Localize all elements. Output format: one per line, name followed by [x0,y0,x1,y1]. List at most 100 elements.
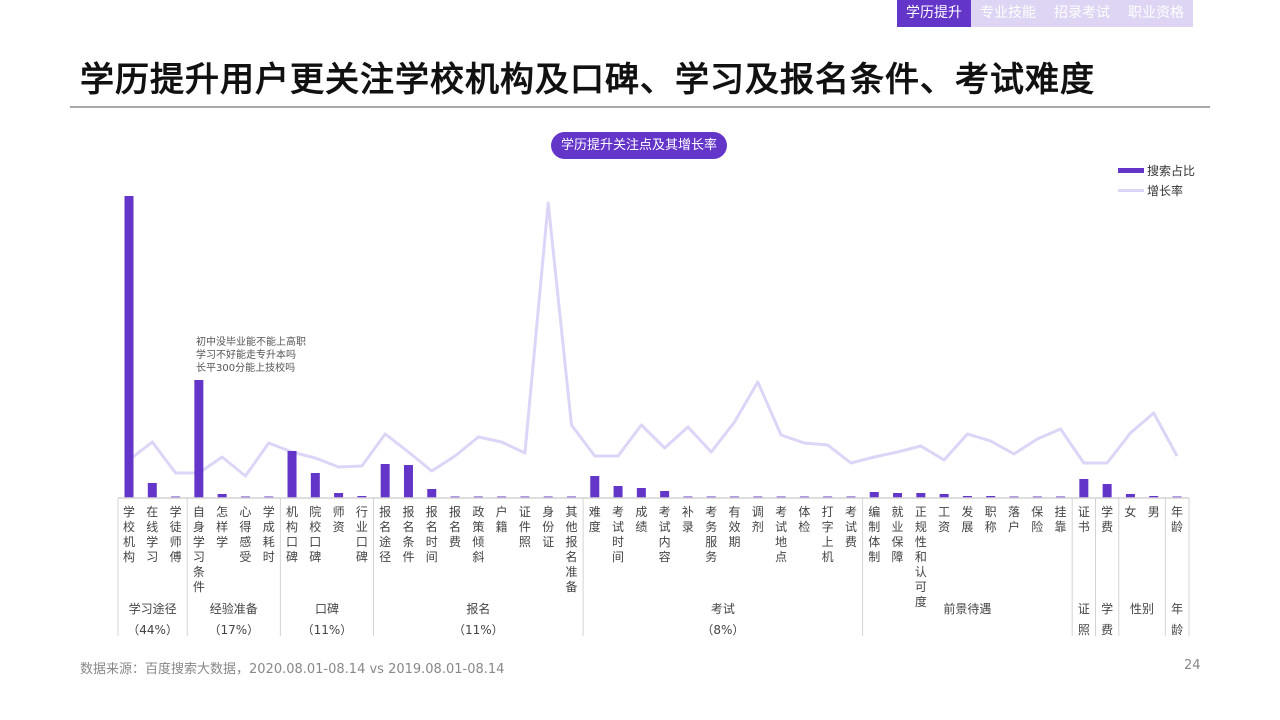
category-label: 行业口碑 [356,505,368,564]
bar-swatch-icon [1118,167,1144,173]
bar [124,196,134,498]
category-label: 师资 [333,505,345,534]
bar [1125,494,1135,498]
growth-rate-line [128,201,1179,478]
category-label: 在线学习 [146,505,158,564]
bar [310,473,320,498]
legend-bar-label: 搜索占比 [1147,163,1196,178]
category-label: 政策倾斜 [472,505,484,564]
bar [287,451,297,498]
category-label: 考试时间 [612,505,624,564]
tab-zhaolu[interactable]: 招录考试 [1045,0,1119,27]
tab-xueli[interactable]: 学历提升 [897,0,971,27]
category-label: 工资 [938,505,950,534]
category-label: 就业保障 [892,505,904,564]
chart-title-pill: 学历提升关注点及其增长率 [551,132,728,159]
category-label: 报名条件 [402,504,414,564]
category-tabs: 学历提升 专业技能 招录考试 职业资格 [897,0,1193,27]
legend-bar: 搜索占比 [1118,160,1195,180]
category-label: 其他报名准备 [565,505,577,594]
group-label: 经验准备 [210,601,258,616]
category-label: 正规性和认可度 [915,505,927,609]
category-label: 调剂 [752,505,764,534]
bar [334,493,344,498]
category-label: 自身学习条件 [193,505,205,594]
category-label: 考务服务 [705,505,717,564]
category-label: 机构口碑 [286,505,298,564]
bar [636,488,646,498]
group-label: 费 [1101,623,1113,637]
bar [357,496,367,498]
group-share: （11%） [302,623,353,637]
category-label: 发展 [961,504,973,534]
bar [217,494,227,498]
category-label: 报名时间 [426,504,438,564]
category-label: 女 [1124,504,1136,519]
bar [590,476,600,498]
category-label: 成绩 [635,505,647,534]
group-share: （11%） [453,623,504,637]
bar [962,496,972,498]
group-label: 性别 [1130,602,1154,616]
bar [869,492,879,498]
category-label: 挂靠 [1055,505,1067,534]
group-label: 学 [1101,601,1113,616]
group-label: 照 [1078,623,1090,637]
category-label: 心得感受 [239,505,251,564]
tab-zhiye[interactable]: 职业资格 [1119,0,1193,27]
category-label: 身份证 [542,504,554,549]
bar [893,493,903,498]
group-share: （17%） [208,623,259,637]
line-swatch-icon [1118,188,1144,192]
annotation-line-3: 长平300分能上技校吗 [196,363,296,374]
group-label: 年 [1171,602,1183,616]
category-label: 落户 [1008,505,1020,534]
bar [986,496,996,498]
page-number: 24 [1184,658,1201,673]
title-divider [70,106,1210,108]
category-label: 考试地点 [775,505,787,564]
bar [147,483,157,498]
category-label: 年龄 [1171,505,1183,534]
bar [939,494,949,498]
group-label: 考试 [711,601,735,616]
bar [613,486,623,498]
category-label: 考试内容 [659,505,671,564]
category-label: 户籍 [496,504,508,534]
group-label: 口碑 [315,601,339,616]
group-share: （8%） [701,623,744,637]
category-label: 学校机构 [123,504,135,564]
category-label: 院校口碑 [309,505,321,564]
category-label: 学徒师傅 [170,504,182,564]
category-label: 编制体制 [868,504,880,564]
bar [380,464,390,498]
bar [916,493,926,498]
bar [403,465,413,498]
data-source: 数据来源：百度搜索大数据，2020.08.01-08.14 vs 2019.08… [80,662,505,677]
group-label: 学习途径 [129,601,177,616]
bar [1079,479,1089,498]
category-label: 证件照 [519,505,531,549]
chart-legend: 搜索占比 增长率 [1118,160,1195,200]
category-label: 报名途径 [379,504,391,564]
category-label: 怎样学 [216,504,228,549]
group-label: 证 [1078,602,1090,616]
group-share: （44%） [127,623,178,637]
group-label: 前景待遇 [943,601,991,616]
category-label: 补录 [682,505,694,534]
category-label: 保险 [1031,505,1043,534]
category-label: 男 [1148,505,1160,519]
group-label: 报名 [466,601,490,616]
legend-line-label: 增长率 [1147,183,1184,198]
category-label: 证书 [1078,505,1090,534]
bar [1149,496,1159,498]
group-label: 龄 [1171,623,1183,637]
bar [660,491,670,498]
category-label: 体检 [798,505,810,534]
chart-annotation: 初中没毕业能不能上高职 学习不好能走专升本吗 长平300分能上技校吗 [196,336,306,375]
tab-zhuanye[interactable]: 专业技能 [971,0,1045,27]
legend-line: 增长率 [1118,180,1195,200]
category-label: 考试费 [845,505,857,549]
annotation-line-1: 初中没毕业能不能上高职 [196,337,306,348]
